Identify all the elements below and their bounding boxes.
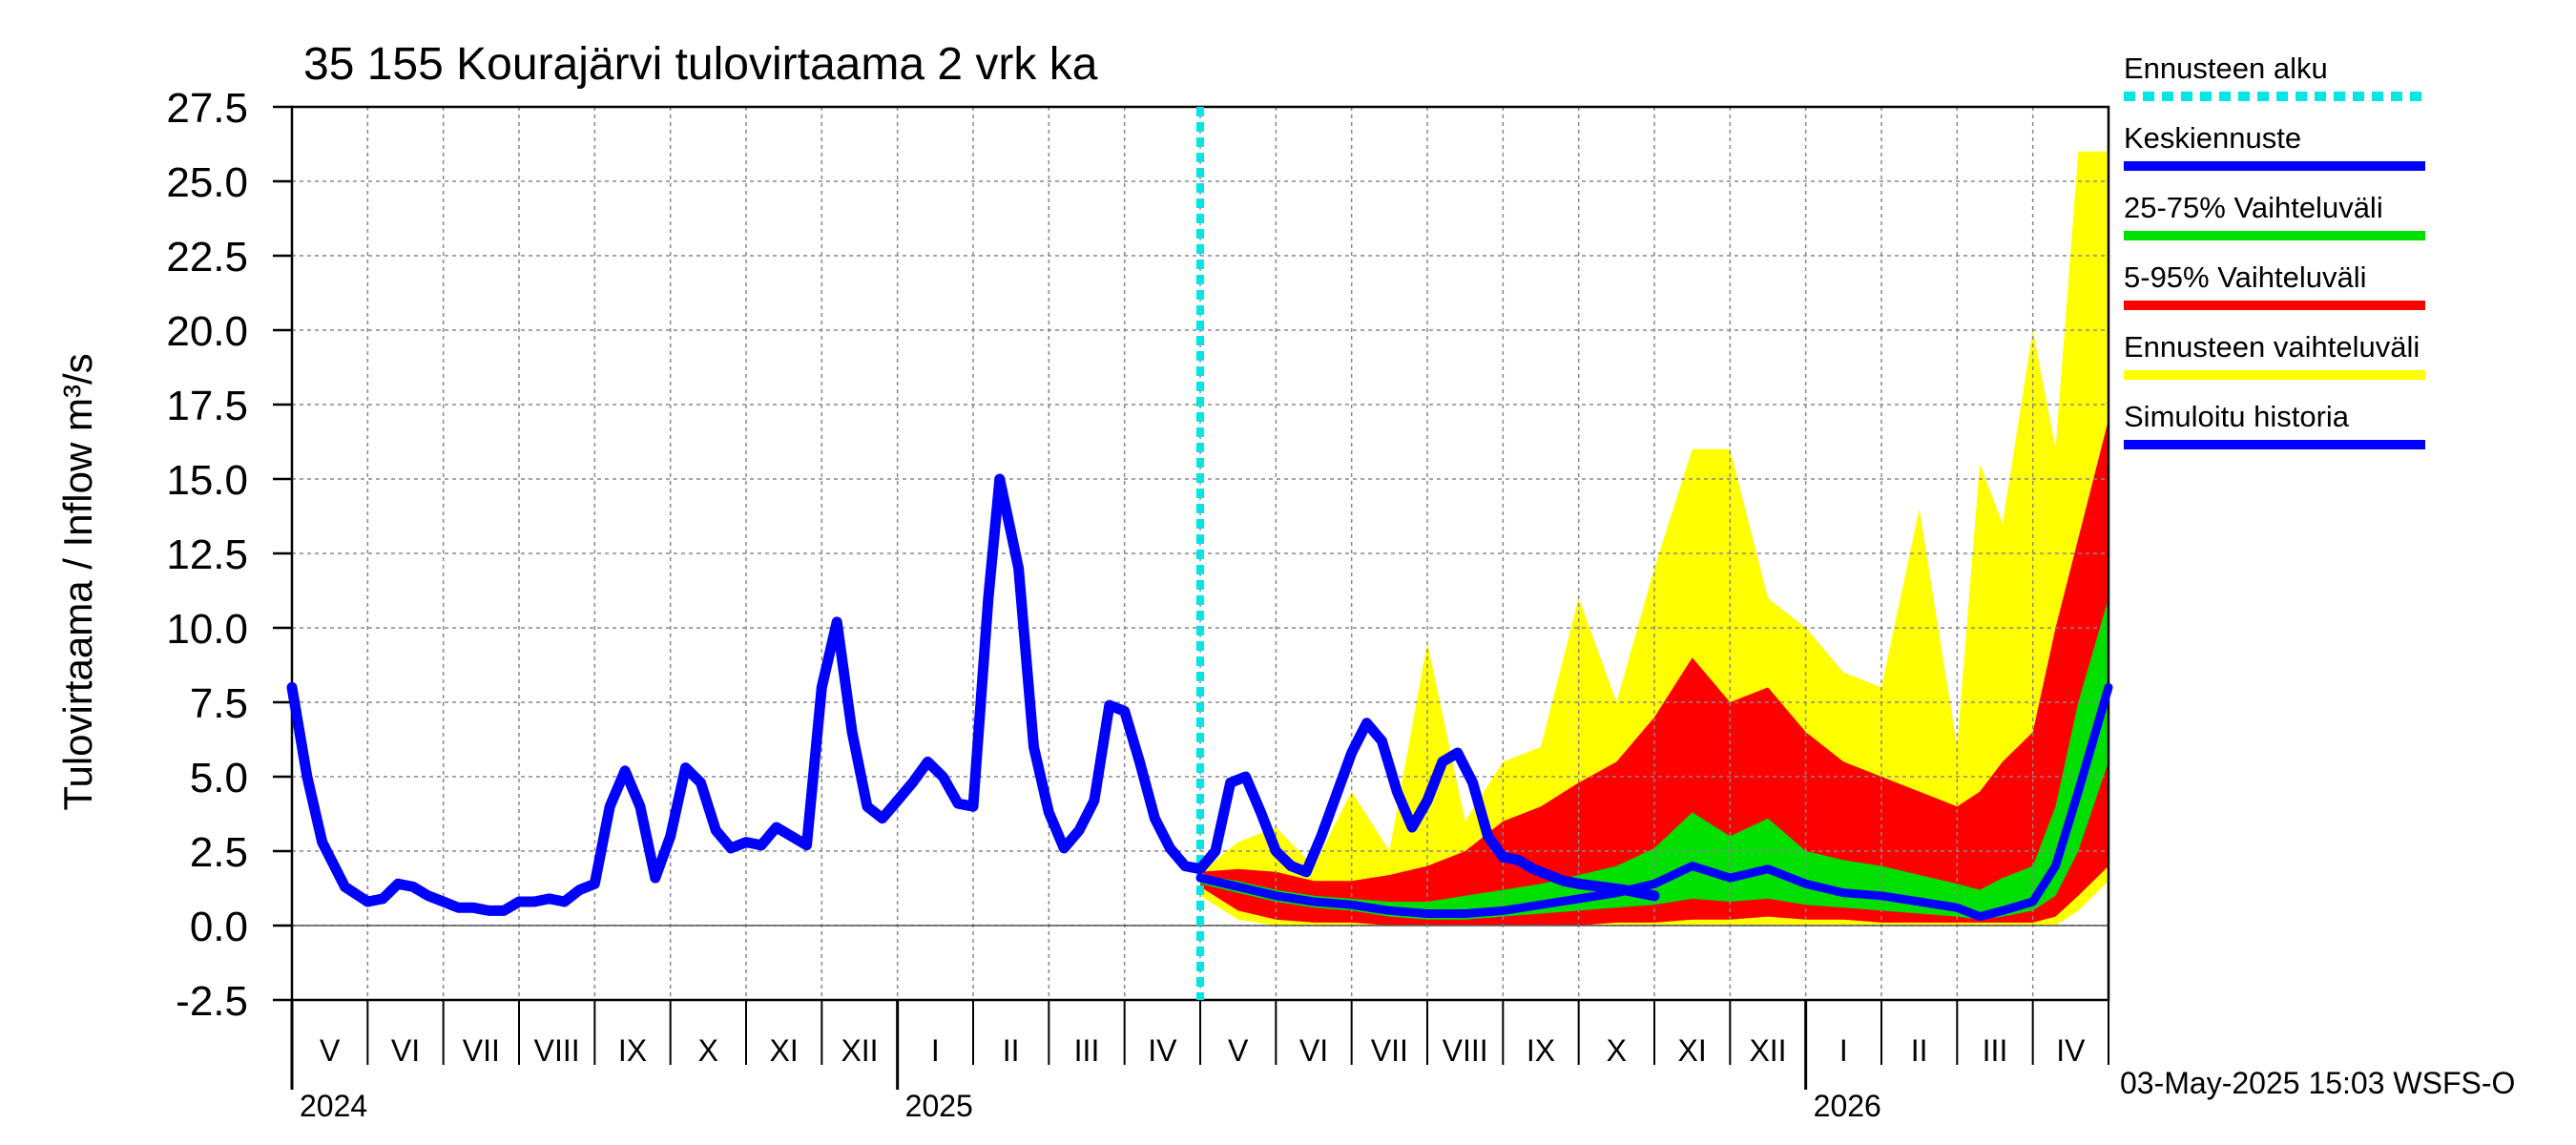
legend: Ennusteen alku Keskiennuste 25-75% Vaihtel… <box>2124 52 2425 449</box>
x-month-label: VII <box>463 1033 500 1068</box>
x-month-label: I <box>1839 1033 1848 1068</box>
x-month-label: IV <box>1148 1033 1177 1068</box>
y-tick-label: 10.0 <box>166 606 248 653</box>
x-month-label: II <box>1911 1033 1928 1068</box>
y-tick-label: -2.5 <box>176 978 248 1025</box>
median-forecast-series <box>1195 682 2113 922</box>
legend-label: Simuloitu historia <box>2124 400 2350 433</box>
x-month-label: XI <box>1678 1033 1707 1068</box>
x-month-label: VII <box>1371 1033 1408 1068</box>
y-tick-label: 2.5 <box>190 829 248 876</box>
band-forecast-range <box>1200 151 2109 926</box>
y-tick-label: 25.0 <box>166 159 248 206</box>
history-series <box>286 473 1660 916</box>
x-year-label: 2025 <box>905 1089 973 1123</box>
y-axis-label: Tulovirtaama / Inflow m³/s <box>55 353 100 810</box>
x-month-label: II <box>1003 1033 1020 1068</box>
x-month-label: VIII <box>1443 1033 1488 1068</box>
x-month-label: XII <box>1749 1033 1786 1068</box>
x-month-label: VI <box>1299 1033 1328 1068</box>
timestamp-footer: 03-May-2025 15:03 WSFS-O <box>2120 1066 2515 1100</box>
x-month-label: X <box>698 1033 718 1068</box>
x-month-label: V <box>320 1033 341 1068</box>
x-month-label: V <box>1228 1033 1249 1068</box>
x-month-label: IX <box>618 1033 647 1068</box>
legend-label: Keskiennuste <box>2124 121 2301 155</box>
x-month-label: IV <box>2056 1033 2086 1068</box>
y-tick-label: 12.5 <box>166 531 248 578</box>
y-tick-label: 17.5 <box>166 383 248 429</box>
band-5-95 <box>1200 419 2109 926</box>
y-tick-label: 15.0 <box>166 457 248 504</box>
x-month-label: I <box>931 1033 940 1068</box>
legend-label: 5-95% Vaihteluväli <box>2124 260 2366 294</box>
chart-title: 35 155 Kourajärvi tulovirtaama 2 vrk ka <box>303 39 1098 90</box>
y-tick-label: 7.5 <box>190 680 248 727</box>
legend-label: Ennusteen vaihteluväli <box>2124 330 2420 364</box>
y-tick-label: 22.5 <box>166 234 248 281</box>
y-tick-label: 0.0 <box>190 904 248 950</box>
x-month-label: III <box>1983 1033 2008 1068</box>
y-tick-label: 20.0 <box>166 308 248 355</box>
x-month-label: VIII <box>534 1033 580 1068</box>
legend-label: 25-75% Vaihteluväli <box>2124 191 2383 224</box>
x-month-label: III <box>1074 1033 1100 1068</box>
x-month-label: X <box>1607 1033 1627 1068</box>
y-tick-label: 5.0 <box>190 755 248 802</box>
y-axis: -2.5 0.0 2.5 5.0 7.5 10.0 12.5 15.0 17.5 20.0 22.5… <box>166 85 292 1025</box>
legend-label: Ennusteen alku <box>2124 52 2328 85</box>
x-year-label: 2024 <box>300 1089 367 1123</box>
x-month-label: IX <box>1527 1033 1555 1068</box>
x-axis: V VI VII VIII IX X XI XII I II III IV V VI VII VIII IX X X… <box>290 1000 2109 1123</box>
x-year-label: 2026 <box>1814 1089 1881 1123</box>
x-month-label: XII <box>841 1033 878 1068</box>
x-month-label: XI <box>770 1033 799 1068</box>
y-tick-label: 27.5 <box>166 85 248 132</box>
x-month-label: VI <box>391 1033 420 1068</box>
